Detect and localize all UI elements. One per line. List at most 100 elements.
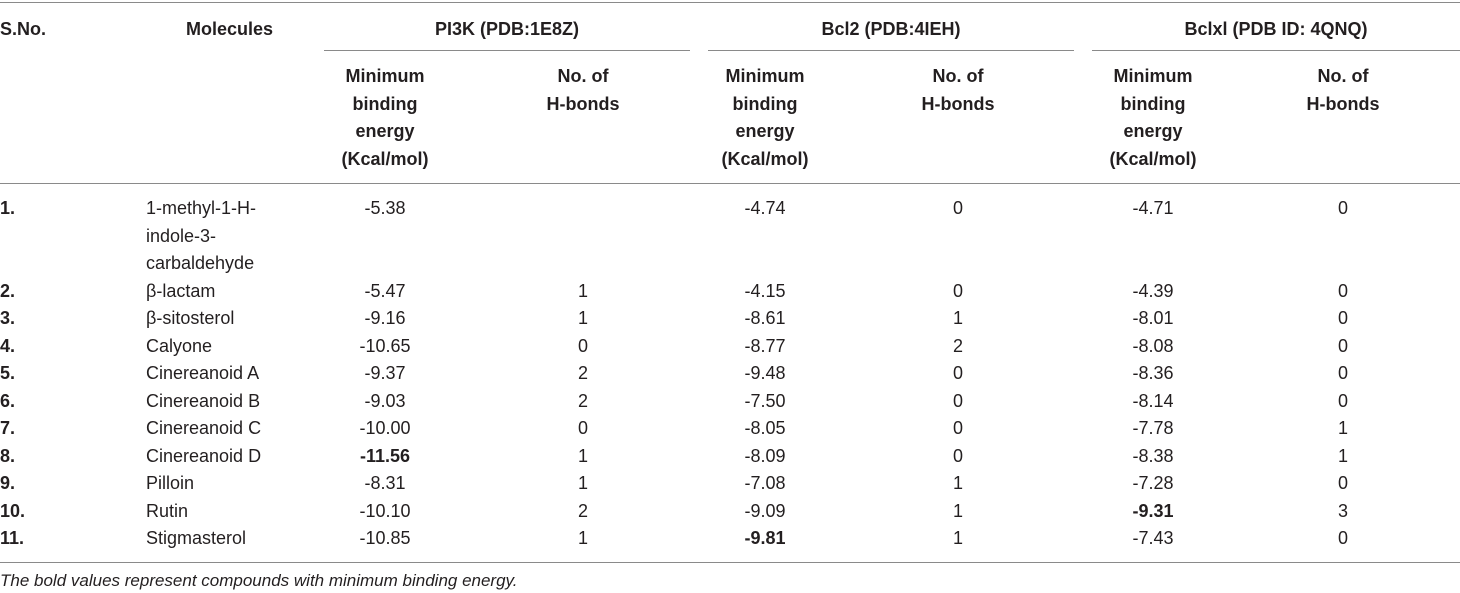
cell-bcl2-energy: -9.48 bbox=[744, 363, 786, 383]
cell-bcl2-energy: -9.09 bbox=[744, 500, 786, 521]
molecule-name-line: β-lactam bbox=[146, 280, 216, 301]
cell-bcl2-energy: -8.09 bbox=[744, 445, 786, 466]
energy-label-line: Minimum bbox=[345, 66, 425, 86]
cell-bclxl-hbonds: 0 bbox=[1337, 528, 1348, 548]
cell-pi3k-hbonds: 0 bbox=[577, 418, 588, 438]
cell-bclxl-hbonds: 3 bbox=[1337, 500, 1348, 521]
cell-bclxl-hbonds: 0 bbox=[1337, 335, 1348, 356]
group-rule-bcl2 bbox=[708, 50, 1074, 51]
cell-molecule: β-lactam bbox=[146, 278, 215, 306]
hbond-label-line: H-bonds bbox=[921, 93, 995, 114]
group-rule-bclxl bbox=[1092, 50, 1460, 51]
energy-label-line: binding bbox=[732, 93, 798, 114]
cell-bcl2-hbonds: 1 bbox=[952, 500, 963, 521]
energy-label-line: energy bbox=[735, 121, 795, 141]
cell-bclxl-energy: -4.71 bbox=[1132, 198, 1174, 218]
cell-bcl2-hbonds: 1 bbox=[952, 308, 963, 328]
cell-pi3k-energy: -9.03 bbox=[364, 390, 406, 411]
cell-pi3k-hbonds: 1 bbox=[577, 445, 588, 466]
group-rule-pi3k bbox=[324, 50, 690, 51]
cell-molecule: Calyone bbox=[146, 333, 212, 361]
molecule-name-line: Cinereanoid D bbox=[146, 445, 262, 466]
molecule-name-line: 1-methyl-1-H- bbox=[146, 198, 257, 218]
cell-bclxl-energy: -8.14 bbox=[1132, 390, 1174, 411]
cell-bcl2-energy: -8.77 bbox=[744, 335, 786, 356]
cell-bclxl-energy: -4.39 bbox=[1132, 280, 1174, 301]
cell-bcl2-hbonds: 0 bbox=[952, 363, 963, 383]
cell-sno: 3. bbox=[0, 308, 16, 328]
cell-bcl2-energy: -8.61 bbox=[744, 308, 786, 328]
cell-bclxl-hbonds: 0 bbox=[1337, 390, 1348, 411]
cell-bcl2-energy: -7.50 bbox=[744, 390, 786, 411]
subheader-bcl2-energy: Minimum binding energy (Kcal/mol) bbox=[692, 63, 838, 173]
cell-pi3k-energy: -9.16 bbox=[364, 308, 406, 328]
cell-sno: 9. bbox=[0, 473, 16, 493]
energy-label-line: (Kcal/mol) bbox=[1109, 148, 1197, 169]
cell-pi3k-hbonds: 1 bbox=[577, 308, 588, 328]
cell-molecule: Stigmasterol bbox=[146, 525, 246, 553]
cell-bclxl-hbonds: 0 bbox=[1337, 198, 1348, 218]
molecule-name-line: Cinereanoid B bbox=[146, 390, 261, 411]
energy-label-line: binding bbox=[352, 93, 418, 114]
cell-bcl2-hbonds: 0 bbox=[952, 445, 963, 466]
header-bottom-rule bbox=[0, 183, 1460, 184]
cell-sno: 4. bbox=[0, 335, 16, 356]
cell-pi3k-hbonds: 0 bbox=[577, 335, 588, 356]
cell-bclxl-hbonds: 1 bbox=[1337, 418, 1348, 438]
molecule-name-line: Pilloin bbox=[146, 473, 195, 493]
energy-label-line: (Kcal/mol) bbox=[341, 148, 429, 169]
cell-sno: 10. bbox=[0, 500, 26, 521]
molecule-name-line: indole-3- bbox=[146, 225, 217, 246]
cell-molecule: Cinereanoid A bbox=[146, 360, 259, 388]
cell-bclxl-energy: -8.38 bbox=[1132, 445, 1174, 466]
energy-label-line: energy bbox=[355, 121, 415, 141]
cell-bclxl-energy: -8.08 bbox=[1132, 335, 1174, 356]
cell-bclxl-hbonds: 0 bbox=[1337, 363, 1348, 383]
subheader-bclxl-hbonds: No. of H-bonds bbox=[1270, 63, 1416, 118]
cell-pi3k-hbonds: 1 bbox=[577, 280, 588, 301]
cell-bcl2-energy: -4.74 bbox=[744, 198, 786, 218]
energy-label-line: binding bbox=[1120, 93, 1186, 114]
cell-pi3k-energy: -10.65 bbox=[359, 335, 411, 356]
energy-label-line: Minimum bbox=[1113, 66, 1193, 86]
cell-pi3k-hbonds: 2 bbox=[577, 390, 588, 411]
cell-bcl2-hbonds: 0 bbox=[952, 280, 963, 301]
cell-pi3k-energy: -5.47 bbox=[364, 280, 406, 301]
subheader-bcl2-hbonds: No. of H-bonds bbox=[885, 63, 1031, 118]
cell-bclxl-energy: -7.78 bbox=[1132, 418, 1174, 438]
footnote: The bold values represent compounds with… bbox=[0, 571, 518, 590]
header-group-bclxl: Bclxl (PDB ID: 4QNQ) bbox=[1184, 19, 1368, 39]
header-group-pi3k: PI3K (PDB:1E8Z) bbox=[434, 19, 580, 39]
energy-label-line: Minimum bbox=[725, 66, 805, 86]
hbond-label-line: No. of bbox=[1317, 66, 1369, 86]
header-sno: S.No. bbox=[0, 19, 47, 39]
table-top-rule bbox=[0, 2, 1460, 3]
cell-sno: 5. bbox=[0, 363, 16, 383]
cell-bclxl-hbonds: 0 bbox=[1337, 280, 1348, 301]
energy-label-line: (Kcal/mol) bbox=[721, 148, 809, 169]
hbond-label-line: No. of bbox=[932, 66, 984, 86]
cell-bclxl-energy: -9.31 bbox=[1132, 500, 1174, 521]
cell-bclxl-energy: -8.36 bbox=[1132, 363, 1174, 383]
molecule-name-line: Cinereanoid A bbox=[146, 363, 260, 383]
cell-pi3k-hbonds: 2 bbox=[577, 500, 588, 521]
cell-bcl2-energy: -9.81 bbox=[744, 528, 786, 548]
cell-molecule: Rutin bbox=[146, 498, 188, 526]
cell-bcl2-hbonds: 0 bbox=[952, 418, 963, 438]
subheader-pi3k-energy: Minimum binding energy (Kcal/mol) bbox=[312, 63, 458, 173]
cell-bcl2-energy: -8.05 bbox=[744, 418, 786, 438]
cell-sno: 7. bbox=[0, 418, 16, 438]
molecule-name-line: carbaldehyde bbox=[146, 253, 255, 273]
cell-pi3k-energy: -5.38 bbox=[364, 198, 406, 218]
molecule-name-line: Rutin bbox=[146, 500, 189, 521]
cell-bcl2-hbonds: 0 bbox=[952, 390, 963, 411]
cell-molecule: β-sitosterol bbox=[146, 305, 234, 333]
cell-sno: 6. bbox=[0, 390, 16, 411]
molecule-name-line: Calyone bbox=[146, 335, 213, 356]
cell-bclxl-hbonds: 0 bbox=[1337, 308, 1348, 328]
cell-pi3k-energy: -9.37 bbox=[364, 363, 406, 383]
molecule-name-line: Cinereanoid C bbox=[146, 418, 262, 438]
header-molecules: Molecules bbox=[186, 19, 274, 39]
cell-molecule: Cinereanoid C bbox=[146, 415, 261, 443]
hbond-label-line: H-bonds bbox=[1306, 93, 1380, 114]
